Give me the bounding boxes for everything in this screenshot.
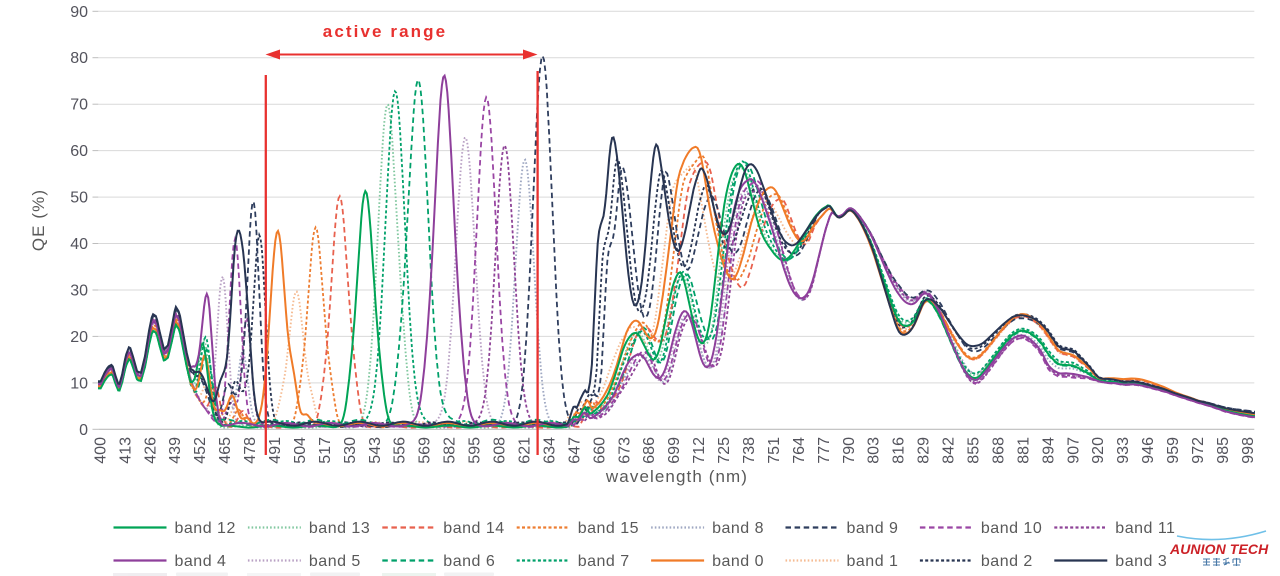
svg-text:413: 413 xyxy=(117,437,134,464)
svg-text:50: 50 xyxy=(70,190,88,207)
svg-text:920: 920 xyxy=(1090,437,1107,464)
svg-text:band 11: band 11 xyxy=(1115,520,1175,537)
svg-text:426: 426 xyxy=(142,437,159,464)
svg-text:738: 738 xyxy=(741,437,758,464)
svg-text:band 3: band 3 xyxy=(1115,553,1167,570)
svg-text:30: 30 xyxy=(70,283,88,300)
svg-text:959: 959 xyxy=(1165,437,1182,464)
svg-text:491: 491 xyxy=(267,437,284,464)
svg-text:790: 790 xyxy=(841,437,858,464)
svg-text:40: 40 xyxy=(70,236,88,253)
svg-text:608: 608 xyxy=(492,437,509,464)
svg-text:band 8: band 8 xyxy=(712,520,764,537)
svg-text:816: 816 xyxy=(891,437,908,464)
svg-text:660: 660 xyxy=(591,437,608,464)
svg-text:10: 10 xyxy=(70,375,88,392)
svg-text:647: 647 xyxy=(566,437,583,464)
svg-text:band 12: band 12 xyxy=(175,520,236,537)
svg-text:634: 634 xyxy=(541,437,558,464)
svg-text:933: 933 xyxy=(1115,437,1132,464)
svg-text:751: 751 xyxy=(766,437,783,464)
svg-text:855: 855 xyxy=(966,437,983,464)
svg-text:517: 517 xyxy=(317,437,334,464)
svg-text:80: 80 xyxy=(70,50,88,67)
svg-text:active range: active range xyxy=(323,22,447,41)
svg-text:972: 972 xyxy=(1190,437,1207,464)
svg-text:946: 946 xyxy=(1140,437,1157,464)
svg-text:0: 0 xyxy=(79,422,88,439)
svg-text:569: 569 xyxy=(417,437,434,464)
svg-text:894: 894 xyxy=(1040,437,1057,464)
svg-text:band 1: band 1 xyxy=(847,553,899,570)
svg-text:985: 985 xyxy=(1215,437,1232,464)
svg-text:90: 90 xyxy=(70,4,88,21)
svg-text:band 2: band 2 xyxy=(981,553,1033,570)
svg-text:881: 881 xyxy=(1015,437,1032,464)
svg-text:band 7: band 7 xyxy=(578,553,630,570)
svg-text:band 15: band 15 xyxy=(578,520,639,537)
svg-text:868: 868 xyxy=(990,437,1007,464)
svg-text:band 10: band 10 xyxy=(981,520,1042,537)
svg-text:478: 478 xyxy=(242,437,259,464)
svg-text:556: 556 xyxy=(392,437,409,464)
svg-text:764: 764 xyxy=(791,437,808,464)
svg-text:699: 699 xyxy=(666,437,683,464)
svg-text:777: 777 xyxy=(816,437,833,464)
svg-text:AUNION TECH: AUNION TECH xyxy=(1169,541,1269,557)
svg-text:725: 725 xyxy=(716,437,733,464)
svg-text:621: 621 xyxy=(517,437,534,464)
svg-text:803: 803 xyxy=(866,437,883,464)
svg-text:673: 673 xyxy=(616,437,633,464)
svg-text:452: 452 xyxy=(192,437,209,464)
svg-text:band 14: band 14 xyxy=(443,520,504,537)
svg-text:60: 60 xyxy=(70,143,88,160)
svg-text:band 9: band 9 xyxy=(847,520,899,537)
svg-text:band 6: band 6 xyxy=(443,553,495,570)
svg-text:543: 543 xyxy=(367,437,384,464)
svg-text:band 5: band 5 xyxy=(309,553,361,570)
svg-text:400: 400 xyxy=(92,437,109,464)
svg-text:686: 686 xyxy=(641,437,658,464)
svg-text:QE (%): QE (%) xyxy=(29,189,48,251)
svg-text:20: 20 xyxy=(70,329,88,346)
svg-text:band 0: band 0 xyxy=(712,553,764,570)
svg-text:465: 465 xyxy=(217,437,234,464)
svg-text:70: 70 xyxy=(70,97,88,114)
svg-text:wavelength (nm): wavelength (nm) xyxy=(605,467,748,486)
svg-text:band 13: band 13 xyxy=(309,520,370,537)
svg-text:712: 712 xyxy=(691,437,708,464)
svg-text:504: 504 xyxy=(292,437,309,464)
svg-text:842: 842 xyxy=(941,437,958,464)
svg-text:595: 595 xyxy=(467,437,484,464)
svg-text:998: 998 xyxy=(1240,437,1257,464)
svg-text:829: 829 xyxy=(916,437,933,464)
svg-text:582: 582 xyxy=(442,437,459,464)
svg-text:band 4: band 4 xyxy=(175,553,227,570)
svg-text:530: 530 xyxy=(342,437,359,464)
svg-text:907: 907 xyxy=(1065,437,1082,464)
svg-text:439: 439 xyxy=(167,437,184,464)
